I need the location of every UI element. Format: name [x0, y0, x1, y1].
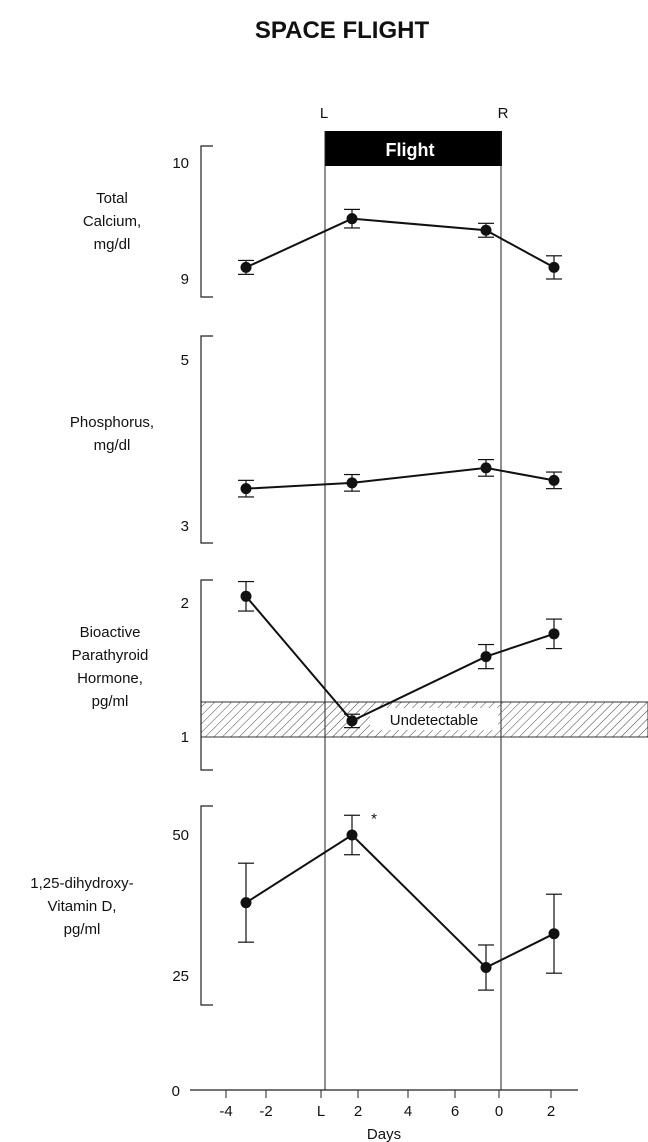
data-point	[240, 590, 252, 602]
data-point	[548, 474, 560, 486]
y-axis-label-line: mg/dl	[94, 236, 131, 253]
y-tick-label: 2	[181, 595, 189, 612]
y-axis-label-line: Total	[96, 190, 128, 207]
y-tick-label: 50	[172, 827, 189, 844]
y-axis-label-line: 1,25-dihydroxy-	[30, 875, 133, 892]
undetectable-label-bg	[370, 708, 498, 730]
x-tick-label: -2	[259, 1103, 272, 1120]
y-tick-label: 3	[181, 518, 189, 535]
y-axis-label-line: mg/dl	[94, 437, 131, 454]
y-axis-bracket	[200, 579, 213, 771]
series-line	[245, 466, 555, 490]
y-axis-label-line: Vitamin D,	[48, 898, 117, 915]
data-point	[346, 829, 358, 841]
recovery-marker: R	[498, 105, 509, 122]
y-tick-label: 25	[172, 968, 189, 985]
y-axis-bracket	[200, 805, 213, 1006]
y-tick-label: 9	[181, 271, 189, 288]
chart-panels: 10 9 Total Calcium, mg/dl 5 3 Phosphorus, mg/dl 2…	[30, 145, 562, 1006]
significance-marker: *	[371, 810, 377, 827]
x-tick-label: 2	[354, 1103, 362, 1120]
data-point	[240, 897, 252, 909]
y-tick-label: 5	[181, 352, 189, 369]
y-axis-bracket	[200, 335, 213, 544]
y-axis-bracket	[200, 145, 213, 298]
panel-vitamin_d: 50 25 1,25-dihydroxy- Vitamin D, pg/ml *	[30, 805, 562, 1006]
launch-marker: L	[320, 105, 328, 122]
data-point	[346, 477, 358, 489]
y-axis-label-line: pg/ml	[92, 693, 129, 710]
data-point	[480, 224, 492, 236]
y-axis-label-line: Bioactive	[80, 624, 141, 641]
data-point	[548, 928, 560, 940]
x-tick-label: 0	[495, 1103, 503, 1120]
flight-bar	[325, 131, 502, 166]
flight-label: Flight	[386, 140, 435, 160]
x-axis-label: Days	[367, 1126, 401, 1142]
y-tick-label: 1	[181, 729, 189, 746]
data-point	[548, 261, 560, 273]
x-axis-ticks: -4 -2 L 2 4 6 0 2	[219, 1090, 555, 1120]
x-tick-label: 6	[451, 1103, 459, 1120]
y-axis-label-line: Parathyroid	[72, 647, 149, 664]
y-tick-label: 10	[172, 155, 189, 172]
series-line	[245, 595, 555, 723]
data-point	[346, 213, 358, 225]
panel-parathyroid: 2 1 Bioactive Parathyroid Hormone, pg/ml	[72, 579, 562, 771]
x-tick-label: -4	[219, 1103, 232, 1120]
y-axis-label-line: Calcium,	[83, 213, 141, 230]
x-tick-label: L	[317, 1103, 325, 1120]
y-zero-label: 0	[172, 1083, 180, 1100]
data-point	[480, 962, 492, 974]
undetectable-label: Undetectable	[390, 712, 478, 729]
data-point	[548, 628, 560, 640]
series-line	[245, 833, 555, 969]
data-point	[240, 483, 252, 495]
data-point	[480, 651, 492, 663]
data-point	[346, 715, 358, 727]
data-point	[480, 462, 492, 474]
y-axis-label-line: Hormone,	[77, 670, 143, 687]
chart-title: SPACE FLIGHT	[255, 17, 430, 44]
x-tick-label: 2	[547, 1103, 555, 1120]
y-axis-label-line: pg/ml	[64, 921, 101, 938]
panel-calcium: 10 9 Total Calcium, mg/dl	[83, 145, 562, 298]
y-axis-label-line: Phosphorus,	[70, 414, 154, 431]
data-point	[240, 261, 252, 273]
panel-phosphorus: 5 3 Phosphorus, mg/dl	[70, 335, 562, 544]
x-tick-label: 4	[404, 1103, 412, 1120]
series-line	[245, 217, 555, 269]
